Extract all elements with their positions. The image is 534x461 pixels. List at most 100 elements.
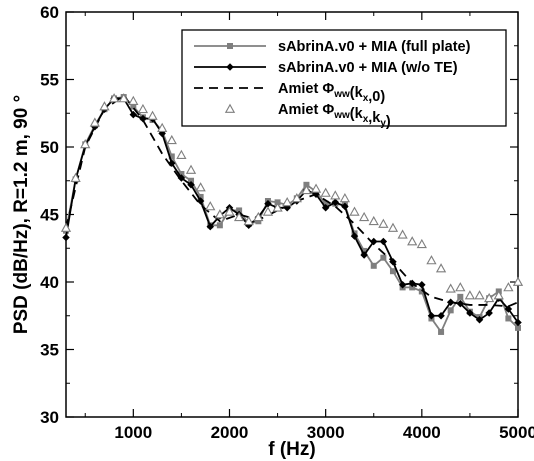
data-point-triangle [282, 197, 293, 207]
data-point-diamond [466, 309, 474, 317]
data-point-triangle [205, 201, 216, 211]
data-point-diamond [264, 199, 272, 208]
x-axis-label: f (Hz) [268, 439, 315, 460]
data-point-square [227, 43, 233, 49]
data-point-triangle [426, 255, 437, 265]
data-point-diamond [350, 232, 359, 240]
data-point-square [505, 315, 512, 322]
data-point-triangle [387, 222, 399, 232]
data-point-triangle [166, 134, 177, 145]
legend-label-part: (k [350, 85, 364, 101]
data-point-diamond [129, 110, 138, 119]
y-tick-label: 45 [40, 206, 59, 225]
data-point-diamond [485, 309, 493, 317]
data-point-diamond [427, 312, 436, 320]
data-point-diamond [341, 202, 349, 211]
data-point-diamond [321, 204, 330, 212]
data-point-triangle [503, 282, 514, 292]
data-point-triangle [195, 182, 206, 192]
data-point-triangle [368, 215, 379, 226]
data-point-diamond [418, 280, 426, 289]
legend-label-part: Amiet Φ [278, 102, 334, 118]
legend-label-part: ww [333, 89, 350, 100]
data-point-triangle [243, 215, 254, 226]
data-point-diamond [437, 312, 445, 320]
data-point-triangle [70, 172, 81, 182]
data-point-triangle [339, 192, 351, 203]
legend-item-0: sAbrinA.v0 + MIA (full plate) [194, 39, 471, 55]
series-0 [63, 94, 521, 335]
legend-label-part: sAbrinA.v0 + MIA (full plate) [278, 39, 471, 55]
data-point-triangle [407, 236, 418, 246]
data-point-diamond [331, 198, 340, 207]
data-point-diamond [456, 299, 465, 308]
data-point-triangle [474, 290, 485, 300]
data-point-triangle [108, 93, 120, 103]
data-point-triangle [378, 218, 389, 228]
data-point-triangle [464, 290, 476, 300]
data-point-triangle [349, 206, 360, 216]
series-layer [60, 93, 524, 335]
data-point-triangle [147, 110, 158, 120]
legend-item-1: sAbrinA.v0 + MIA (w/o TE) [194, 60, 458, 76]
legend-label: Amiet Φww(kx,0) [278, 81, 385, 105]
data-point-square [188, 177, 195, 184]
data-point-square [409, 284, 416, 291]
data-point-diamond [177, 174, 186, 182]
data-point-square [216, 222, 223, 229]
legend-label-part: ,k [368, 110, 381, 126]
x-tick-label: 3000 [307, 423, 345, 442]
data-point-triangle [176, 149, 187, 160]
data-point-triangle [397, 229, 408, 239]
y-tick-label: 60 [40, 3, 59, 22]
data-point-triangle [484, 292, 495, 303]
data-point-triangle [445, 283, 456, 293]
data-point-square [168, 153, 175, 160]
legend-label-part: y [380, 118, 386, 129]
axes: 1000 2000 3000 4000 5000 30 35 40 45 50 55 60 [40, 3, 534, 442]
data-point-square [438, 328, 445, 335]
data-point-triangle [358, 211, 370, 222]
y-tick-label: 55 [40, 71, 59, 90]
data-point-diamond [206, 222, 215, 231]
legend-label-part: sAbrinA.v0 + MIA (w/o TE) [278, 60, 458, 76]
data-point-triangle [253, 211, 264, 222]
legend-label-part: ,0) [368, 89, 385, 105]
data-point-square [389, 268, 396, 275]
legend-label: sAbrinA.v0 + MIA (full plate) [278, 39, 471, 55]
data-point-triangle [89, 117, 100, 127]
legend-label-part: x [363, 93, 369, 104]
data-point-triangle [224, 103, 236, 113]
data-point-square [380, 254, 387, 261]
data-point-square [322, 200, 329, 207]
y-tick-label: 40 [40, 273, 59, 292]
data-point-triangle [320, 187, 331, 197]
data-point-square [255, 218, 262, 225]
data-point-square [418, 288, 425, 295]
data-point-square [130, 103, 137, 110]
data-point-diamond [360, 251, 368, 259]
legend-label-part: ww [333, 110, 350, 121]
legend-item-3: Amiet Φww(kx,ky) [224, 102, 391, 130]
data-point-triangle [157, 122, 168, 133]
legend-label-part: (k [350, 106, 364, 122]
data-point-triangle [310, 183, 322, 193]
data-point-triangle [272, 202, 283, 212]
y-tick-label: 35 [40, 341, 59, 360]
data-point-triangle [512, 276, 524, 286]
data-point-triangle [301, 184, 312, 195]
data-point-diamond [514, 318, 522, 327]
data-point-triangle [493, 290, 504, 300]
x-tick-label: 2000 [211, 423, 249, 442]
data-point-square [197, 193, 204, 200]
data-point-triangle [185, 164, 197, 174]
data-point-triangle [99, 101, 110, 111]
data-point-triangle [291, 192, 302, 203]
data-point-square [447, 307, 454, 314]
legend-label-part: Amiet Φ [278, 81, 334, 97]
y-tick-label: 50 [40, 138, 59, 157]
data-point-square [303, 181, 310, 188]
legend-item-2: Amiet Φww(kx,0) [194, 81, 385, 105]
legend-label: sAbrinA.v0 + MIA (w/o TE) [278, 60, 458, 76]
